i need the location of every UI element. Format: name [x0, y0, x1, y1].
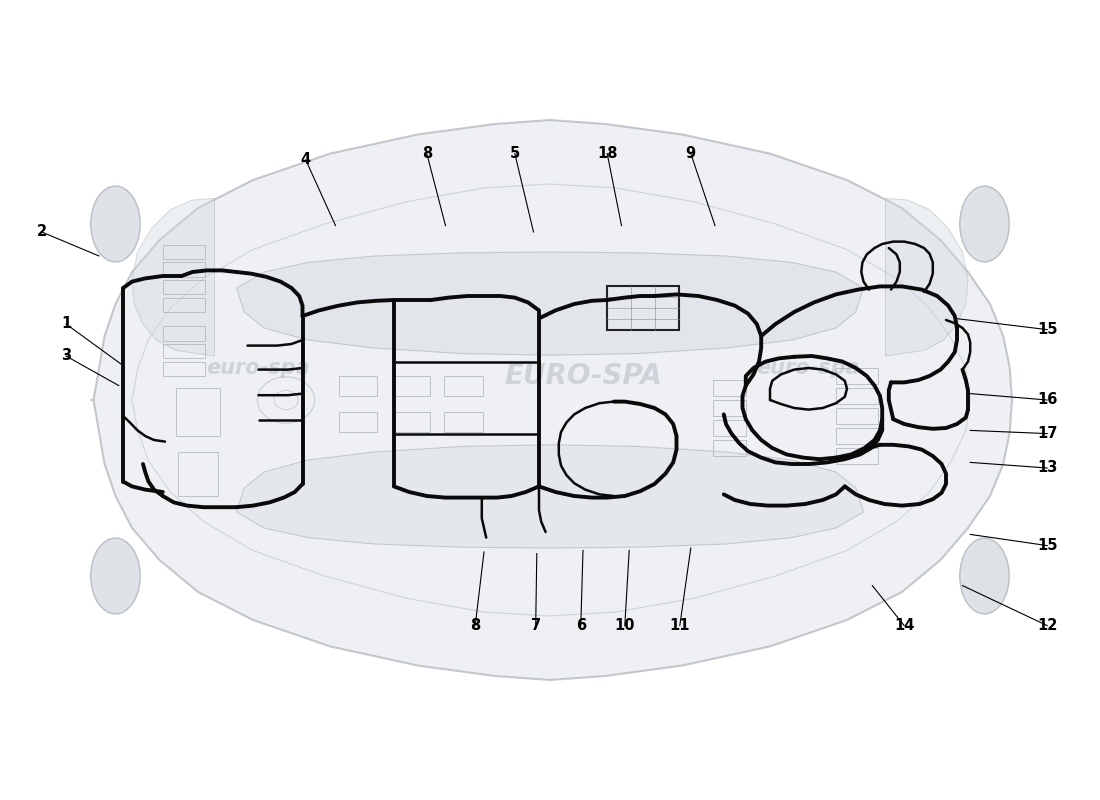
- Text: 18: 18: [597, 146, 617, 161]
- Polygon shape: [886, 198, 968, 356]
- Text: 1: 1: [60, 317, 72, 331]
- Bar: [163, 326, 205, 341]
- Bar: [713, 400, 746, 416]
- Bar: [163, 298, 205, 312]
- Bar: [1072, 0, 1100, 800]
- Bar: [0, 752, 1100, 800]
- Text: 4: 4: [300, 153, 311, 167]
- Bar: [836, 408, 878, 424]
- Ellipse shape: [959, 186, 1010, 262]
- Bar: [163, 344, 205, 358]
- Polygon shape: [236, 445, 864, 548]
- Bar: [444, 412, 483, 432]
- Text: EURO-SPA: EURO-SPA: [504, 362, 662, 390]
- Bar: [0, 0, 1100, 48]
- Polygon shape: [236, 252, 864, 355]
- Text: 14: 14: [894, 618, 914, 633]
- Bar: [836, 428, 878, 444]
- Text: 16: 16: [1037, 393, 1057, 407]
- Bar: [339, 412, 377, 432]
- Ellipse shape: [90, 186, 141, 262]
- Bar: [836, 388, 878, 404]
- Text: 8: 8: [421, 146, 432, 161]
- Bar: [713, 380, 746, 396]
- Bar: [836, 368, 878, 384]
- Text: 12: 12: [1037, 618, 1057, 633]
- Bar: [713, 440, 746, 456]
- Text: 7: 7: [530, 618, 541, 633]
- Ellipse shape: [959, 538, 1010, 614]
- Text: 5: 5: [509, 146, 520, 161]
- Bar: [163, 262, 205, 277]
- Text: 6: 6: [575, 618, 586, 633]
- Polygon shape: [90, 120, 1012, 680]
- Text: 9: 9: [685, 146, 696, 161]
- Bar: [0, 0, 28, 800]
- Bar: [339, 376, 377, 396]
- Text: 17: 17: [1037, 426, 1057, 441]
- Text: 11: 11: [670, 618, 690, 633]
- Polygon shape: [132, 198, 214, 356]
- Text: 13: 13: [1037, 461, 1057, 475]
- Bar: [163, 245, 205, 259]
- Text: euro-spa: euro-spa: [207, 358, 310, 378]
- Bar: [176, 388, 220, 436]
- Bar: [163, 362, 205, 376]
- Bar: [836, 448, 878, 464]
- Text: 2: 2: [36, 225, 47, 239]
- Text: 3: 3: [60, 349, 72, 363]
- Text: 10: 10: [615, 618, 635, 633]
- Text: 15: 15: [1037, 322, 1057, 337]
- Bar: [713, 420, 746, 436]
- Bar: [178, 452, 218, 496]
- Bar: [392, 376, 430, 396]
- Bar: [607, 286, 679, 330]
- Text: euro-spa: euro-spa: [757, 358, 860, 378]
- Text: 15: 15: [1037, 538, 1057, 553]
- Bar: [444, 376, 483, 396]
- Bar: [392, 412, 430, 432]
- Bar: [163, 280, 205, 294]
- Ellipse shape: [90, 538, 141, 614]
- Text: 8: 8: [470, 618, 481, 633]
